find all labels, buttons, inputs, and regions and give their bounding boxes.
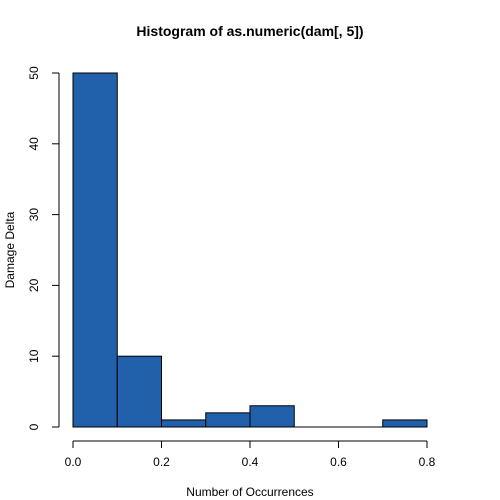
y-tick-label: 30 — [27, 208, 41, 222]
x-tick-label: 0.2 — [153, 455, 170, 469]
bars-group — [73, 73, 427, 427]
x-axis: 0.0 0.2 0.4 0.6 0.8 — [65, 441, 436, 469]
x-tick-label: 0.4 — [242, 455, 259, 469]
histogram-bar-3 — [206, 413, 250, 427]
histogram-bar-2 — [162, 420, 206, 427]
chart-title: Histogram of as.numeric(dam[, 5]) — [136, 23, 363, 39]
y-tick-label: 0 — [27, 423, 41, 430]
histogram-bar-4 — [250, 406, 294, 427]
y-tick-label: 40 — [27, 137, 41, 151]
histogram-bar-7 — [383, 420, 427, 427]
histogram-bar-0 — [73, 73, 117, 427]
x-axis-label: Number of Occurrences — [186, 485, 313, 499]
y-tick-label: 50 — [27, 66, 41, 80]
histogram-bar-1 — [117, 356, 161, 427]
y-tick-label: 10 — [27, 349, 41, 363]
y-axis-label: Damage Delta — [3, 211, 17, 288]
y-axis: 0 10 20 30 40 50 — [27, 66, 59, 430]
x-tick-label: 0.6 — [330, 455, 347, 469]
y-tick-label: 20 — [27, 278, 41, 292]
x-tick-label: 0.8 — [419, 455, 436, 469]
x-tick-label: 0.0 — [65, 455, 82, 469]
